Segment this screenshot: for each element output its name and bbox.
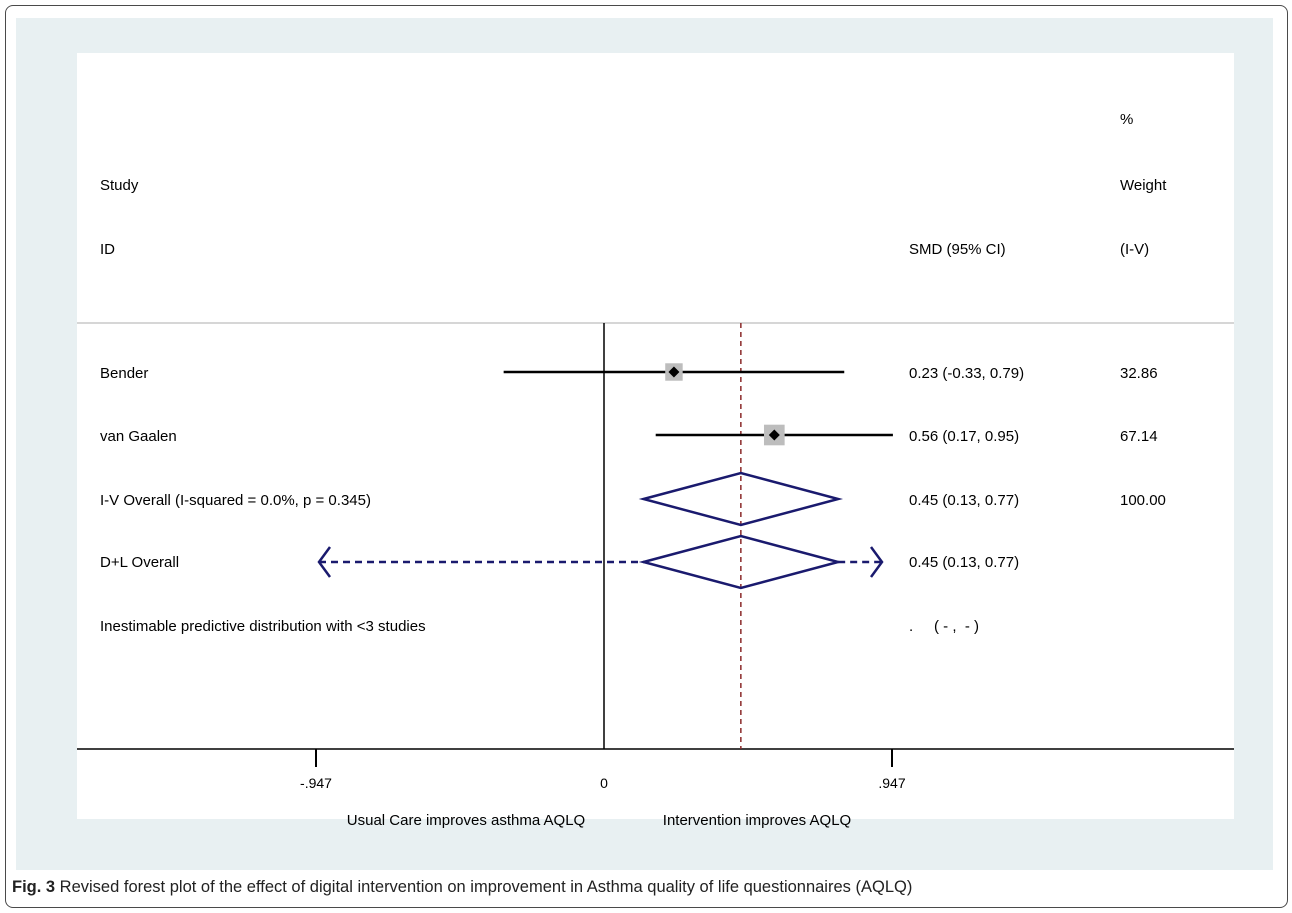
ci-text-overall-iv: 0.45 (0.13, 0.77) xyxy=(909,492,1019,509)
overall-dl-label: D+L Overall xyxy=(100,554,179,571)
plot-area xyxy=(77,53,1234,819)
ci-text-predictive: . ( - , - ) xyxy=(909,618,979,635)
overall-iv-label: I-V Overall (I-squared = 0.0%, p = 0.345… xyxy=(100,492,371,509)
weight-overall-iv: 100.00 xyxy=(1120,492,1166,509)
header-weight-method: (I-V) xyxy=(1120,241,1149,258)
predictive-arrow-left xyxy=(317,546,332,578)
header-effect: SMD (95% CI) xyxy=(909,241,1006,258)
header-weight: Weight xyxy=(1120,177,1167,194)
x-tick-label: .947 xyxy=(878,775,905,791)
x-tick-label: 0 xyxy=(600,775,608,791)
point-estimate xyxy=(768,429,780,441)
study-label-bender: Bender xyxy=(100,365,148,382)
overall-iv-diamond xyxy=(638,471,844,527)
x-tick-label: -.947 xyxy=(300,775,332,791)
predictive-label: Inestimable predictive distribution with… xyxy=(100,618,426,635)
forest-plot: % Study Weight ID SMD (95% CI) (I-V) Ben… xyxy=(77,53,1234,829)
header-weight-pct: % xyxy=(1120,111,1133,128)
header-study: Study xyxy=(100,177,139,194)
point-estimate xyxy=(668,366,680,378)
figure-caption: Fig. 3 Revised forest plot of the effect… xyxy=(12,878,912,897)
header-id: ID xyxy=(100,241,115,258)
caption-text: Revised forest plot of the effect of dig… xyxy=(55,878,913,896)
figure-panel: % Study Weight ID SMD (95% CI) (I-V) Ben… xyxy=(16,18,1273,870)
study-label-van-gaalen: van Gaalen xyxy=(100,428,177,445)
predictive-arrow-right xyxy=(869,546,884,578)
weight-bender: 32.86 xyxy=(1120,365,1158,382)
ci-text-van-gaalen: 0.56 (0.17, 0.95) xyxy=(909,428,1019,445)
x-axis-ticks: -.947 0 .947 xyxy=(300,749,906,791)
favours-left-label: Usual Care improves asthma AQLQ xyxy=(347,812,585,829)
ci-text-overall-dl: 0.45 (0.13, 0.77) xyxy=(909,554,1019,571)
weight-van-gaalen: 67.14 xyxy=(1120,428,1158,445)
plot-marks xyxy=(317,363,893,590)
caption-label: Fig. 3 xyxy=(12,878,56,896)
favours-right-label: Intervention improves AQLQ xyxy=(663,812,851,829)
ci-text-bender: 0.23 (-0.33, 0.79) xyxy=(909,365,1024,382)
